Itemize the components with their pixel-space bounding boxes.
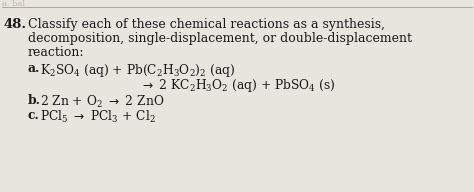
Text: a.: a.	[28, 62, 40, 75]
Text: Classify each of these chemical reactions as a synthesis,: Classify each of these chemical reaction…	[28, 18, 385, 31]
Text: $\mathregular{K_2SO_4}$ (aq) + $\mathregular{Pb(C_2H_3O_2)_2}$ (aq): $\mathregular{K_2SO_4}$ (aq) + $\mathreg…	[40, 62, 235, 79]
Text: b.: b.	[28, 94, 41, 107]
Text: $\rightarrow$ 2 $\mathregular{KC_2H_3O_2}$ (aq) + $\mathregular{PbSO_4}$ (s): $\rightarrow$ 2 $\mathregular{KC_2H_3O_2…	[140, 77, 336, 94]
Text: reaction:: reaction:	[28, 46, 84, 59]
Text: c.: c.	[28, 109, 40, 122]
Text: 2 Zn + $\mathregular{O_2}$ $\rightarrow$ 2 ZnO: 2 Zn + $\mathregular{O_2}$ $\rightarrow$…	[40, 94, 164, 110]
Text: a. bal: a. bal	[2, 0, 25, 8]
Text: 48.: 48.	[4, 18, 27, 31]
Text: $\mathregular{PCl_5}$ $\rightarrow$ $\mathregular{PCl_3}$ + $\mathregular{Cl_2}$: $\mathregular{PCl_5}$ $\rightarrow$ $\ma…	[40, 109, 156, 125]
Text: decomposition, single-displacement, or double-displacement: decomposition, single-displacement, or d…	[28, 32, 412, 45]
